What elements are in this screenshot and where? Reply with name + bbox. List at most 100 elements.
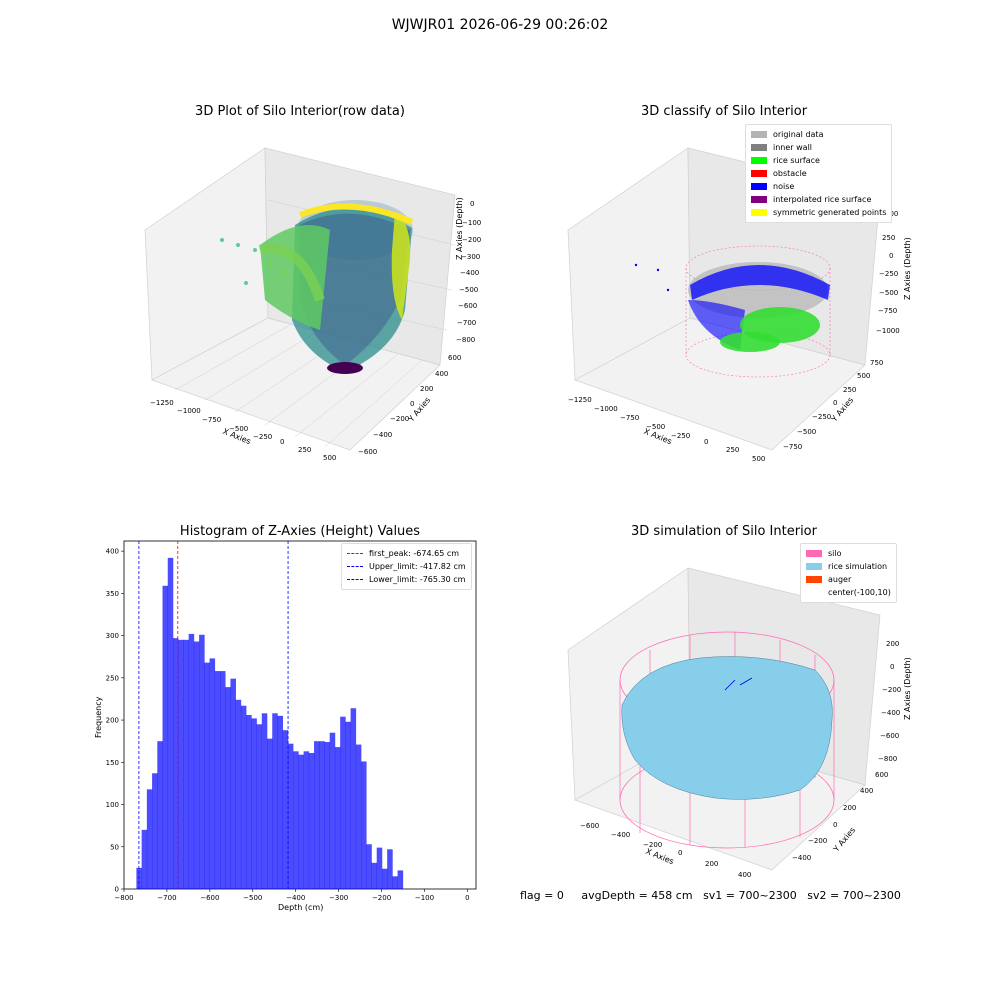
panel2-ztick: −250: [879, 270, 898, 278]
legend-entry: inner wall: [751, 141, 886, 154]
panel1-xtick: −500: [229, 425, 248, 433]
legend-entry: symmetric generated points: [751, 206, 886, 219]
legend-label: Upper_limit: -417.82 cm: [369, 562, 466, 571]
legend-label: interpolated rice surface: [773, 195, 872, 204]
histogram-xlabel: Depth (cm): [278, 903, 324, 912]
histogram-bar: [219, 671, 226, 889]
histogram-bar: [282, 730, 289, 889]
histogram-bar: [272, 713, 278, 889]
histogram-bar: [293, 751, 299, 889]
y-tick-label: 100: [106, 801, 119, 809]
panel1-ztick: −400: [460, 269, 479, 277]
y-tick-label: 150: [106, 759, 119, 767]
legend-swatch: [806, 589, 822, 596]
histogram-x-ticks: −800 −700 −600 −500 −400 −300 −200 −100 0: [114, 889, 470, 902]
histogram-bar: [157, 741, 163, 889]
y-tick-label: 400: [106, 548, 119, 556]
panel4-title: 3D simulation of Silo Interior: [631, 524, 817, 539]
histogram-bar: [267, 738, 273, 889]
panel2-ztick: −750: [878, 307, 897, 315]
panel1-ytick: 600: [448, 354, 461, 362]
panel1-ztick: −100: [462, 219, 481, 227]
legend-swatch: [806, 550, 822, 557]
x-tick-label: −100: [415, 894, 434, 902]
panel4-rice-surface: [621, 656, 833, 800]
panel4-ytick: 600: [875, 771, 888, 779]
histogram-bar: [261, 713, 268, 889]
legend-entry: original data: [751, 128, 886, 141]
panel1-xtick: −250: [253, 433, 272, 441]
histogram-bar: [371, 862, 378, 889]
panel4-xtick: −600: [580, 822, 599, 830]
panel2-ytick: 0: [833, 399, 837, 407]
histogram-bar: [209, 658, 216, 889]
x-tick-label: −400: [286, 894, 305, 902]
panel2-ztick: −1000: [876, 327, 900, 335]
legend-entry: rice simulation: [806, 560, 891, 573]
histogram-bar: [256, 724, 263, 889]
histogram-bar: [345, 721, 351, 889]
panel4-ztick: −600: [880, 732, 899, 740]
x-tick-label: −200: [372, 894, 391, 902]
legend-label: inner wall: [773, 143, 813, 152]
panel1-ytick: 0: [410, 400, 414, 408]
legend-label: Lower_limit: -765.30 cm: [369, 575, 466, 584]
histogram-bar: [392, 876, 398, 889]
legend-label: obstacle: [773, 169, 807, 178]
histogram-bar: [235, 699, 242, 889]
x-tick-label: −600: [200, 894, 219, 902]
histogram-bar: [152, 773, 158, 889]
histogram-bar: [246, 715, 252, 889]
x-tick-label: −500: [243, 894, 262, 902]
histogram-bar: [381, 868, 388, 889]
legend-entry: Upper_limit: -417.82 cm: [347, 560, 466, 573]
legend-label: rice simulation: [828, 562, 888, 571]
panel4-legend: silo rice simulation auger center(-100,10): [800, 543, 897, 603]
flag-value: flag = 0: [520, 889, 564, 902]
histogram-bar: [355, 744, 362, 889]
legend-entry: silo: [806, 547, 891, 560]
histogram-bar: [329, 732, 336, 889]
legend-swatch: [806, 576, 822, 583]
panel2-legend: original data inner wall rice surface obsta…: [745, 124, 893, 223]
legend-entry: interpolated rice surface: [751, 193, 886, 206]
status-line: flag = 0 avgDepth = 458 cm sv1 = 700~230…: [520, 889, 901, 902]
legend-line-sample: [347, 579, 363, 580]
panel4-ztick: −200: [882, 686, 901, 694]
histogram-bar: [167, 557, 174, 889]
y-tick-label: 350: [106, 590, 119, 598]
y-tick-label: 300: [106, 632, 119, 640]
panel1-ytick: 200: [420, 385, 433, 393]
panel4-ytick: −400: [792, 854, 811, 862]
legend-swatch: [751, 131, 767, 138]
figure-title: WJWJR01 2026-06-29 00:26:02: [391, 17, 609, 33]
panel1-xtick: 250: [298, 446, 311, 454]
histogram-bar: [319, 741, 325, 889]
panel2-ytick: 750: [870, 359, 883, 367]
y-tick-label: 250: [106, 674, 119, 682]
panel2-xtick: −250: [671, 432, 690, 440]
histogram-bar: [361, 761, 367, 889]
panel1-ytick: 400: [435, 370, 448, 378]
histogram-bar: [214, 671, 221, 889]
legend-swatch: [751, 157, 767, 164]
panel2-ytick: 250: [843, 386, 856, 394]
panel2-ztick: 250: [882, 234, 895, 242]
legend-entry: rice surface: [751, 154, 886, 167]
histogram-reference-lines: [138, 541, 289, 889]
panel4-ytick: 200: [843, 804, 856, 812]
legend-entry: Lower_limit: -765.30 cm: [347, 573, 466, 586]
panel1-ytick: −200: [390, 415, 409, 423]
panel2-ytick: −750: [783, 443, 802, 451]
panel2-ytick: −250: [812, 413, 831, 421]
legend-line-sample: [347, 553, 363, 554]
panel4-ztick: −400: [881, 709, 900, 717]
avg-depth-value: avgDepth = 458 cm: [581, 889, 693, 902]
panel1-ytick: −600: [358, 448, 377, 456]
panel4-zlabel: Z Axies (Depth): [903, 657, 912, 720]
panel2-xtick: −750: [620, 414, 639, 422]
